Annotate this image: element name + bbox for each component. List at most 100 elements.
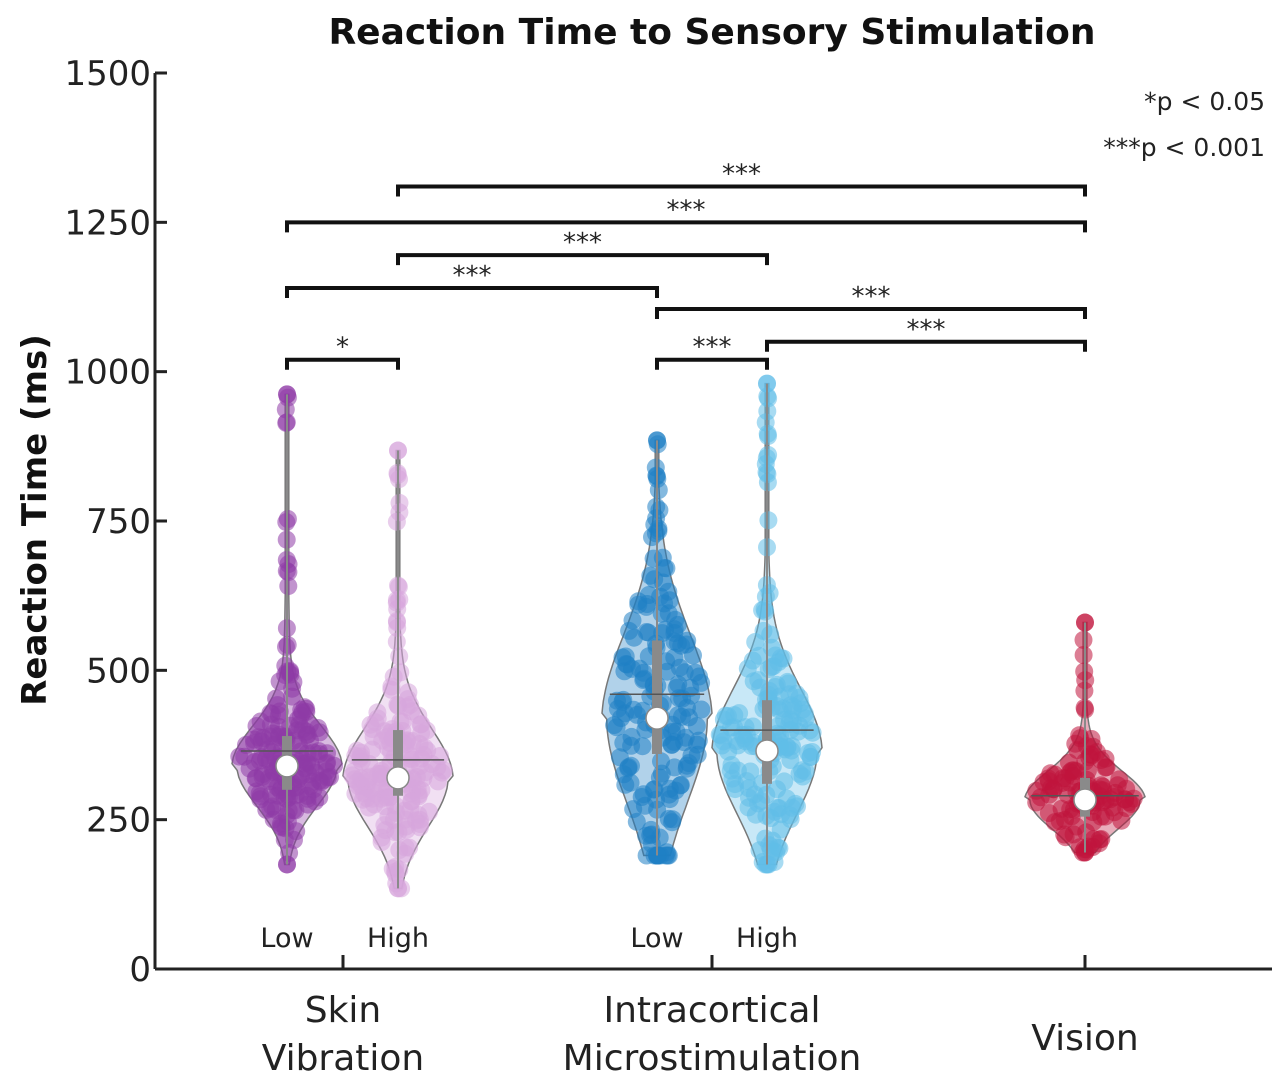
data-point bbox=[756, 413, 775, 432]
data-point bbox=[390, 493, 409, 512]
data-point bbox=[658, 662, 677, 681]
data-point bbox=[729, 736, 747, 755]
data-point bbox=[364, 727, 383, 746]
data-point bbox=[646, 524, 665, 543]
data-point bbox=[744, 717, 762, 736]
data-point bbox=[396, 838, 415, 857]
data-point bbox=[657, 559, 676, 578]
data-point bbox=[1053, 769, 1072, 788]
data-point bbox=[360, 755, 379, 773]
legend-entry-p05: *p < 0.05 bbox=[1144, 87, 1265, 116]
y-tick-label: 500 bbox=[86, 651, 151, 691]
data-point bbox=[663, 813, 682, 832]
data-point bbox=[607, 718, 626, 737]
significance-label: *** bbox=[907, 315, 946, 345]
y-tick-label: 1500 bbox=[64, 54, 151, 94]
data-point bbox=[620, 621, 639, 640]
data-point bbox=[245, 753, 264, 771]
data-point bbox=[760, 682, 779, 700]
significance-label: *** bbox=[693, 333, 732, 363]
data-point bbox=[343, 766, 362, 785]
data-point bbox=[608, 691, 626, 710]
data-point bbox=[673, 707, 691, 726]
condition-label: Low bbox=[260, 923, 313, 954]
significance-bracket bbox=[396, 253, 769, 266]
data-point bbox=[761, 625, 780, 644]
data-point bbox=[403, 732, 422, 750]
data-point bbox=[1074, 646, 1093, 664]
data-point bbox=[650, 768, 669, 787]
data-point bbox=[621, 773, 640, 792]
data-point bbox=[1034, 773, 1053, 792]
data-point bbox=[286, 801, 305, 820]
y-axis-label: Reaction Time (ms) bbox=[15, 334, 55, 706]
data-point bbox=[317, 762, 336, 781]
category-label: Vision bbox=[1031, 1018, 1138, 1059]
data-point bbox=[1108, 776, 1127, 795]
data-point bbox=[1080, 748, 1099, 767]
data-point bbox=[692, 673, 711, 692]
data-point bbox=[622, 727, 641, 746]
significance-label: *** bbox=[852, 282, 891, 312]
median-marker bbox=[645, 706, 669, 730]
condition-label: Low bbox=[630, 923, 683, 954]
data-point bbox=[652, 752, 670, 771]
significance-bracket bbox=[655, 306, 1087, 319]
data-point bbox=[379, 807, 398, 826]
median-marker bbox=[386, 766, 410, 790]
median-marker bbox=[275, 754, 299, 778]
data-point bbox=[290, 785, 309, 803]
data-point bbox=[387, 512, 406, 531]
data-point bbox=[283, 679, 302, 698]
data-point bbox=[390, 647, 409, 666]
data-point bbox=[641, 566, 660, 585]
data-point bbox=[635, 669, 653, 688]
data-point bbox=[402, 792, 421, 811]
data-point bbox=[756, 602, 775, 621]
data-point bbox=[638, 595, 657, 613]
data-point bbox=[263, 797, 282, 816]
data-point bbox=[401, 749, 419, 768]
significance-bracket bbox=[285, 357, 400, 370]
data-point bbox=[793, 767, 812, 786]
plot-area: 0 250 500 750 1000 1250 1500 Skin Vibration Intra… bbox=[64, 54, 1272, 1079]
data-point bbox=[780, 714, 799, 733]
data-point bbox=[1084, 830, 1103, 849]
data-point bbox=[254, 728, 273, 747]
data-point bbox=[348, 741, 366, 760]
data-point bbox=[723, 769, 742, 788]
data-point bbox=[1056, 828, 1075, 847]
data-point bbox=[407, 768, 426, 786]
data-point bbox=[624, 800, 643, 819]
data-point bbox=[738, 659, 757, 678]
data-point bbox=[613, 648, 632, 667]
data-point bbox=[749, 671, 768, 690]
data-point bbox=[756, 455, 775, 473]
data-point bbox=[678, 756, 696, 775]
data-point bbox=[409, 706, 428, 725]
category-label: Skin bbox=[305, 990, 382, 1031]
data-point bbox=[1074, 630, 1093, 649]
significance-label: * bbox=[336, 333, 349, 363]
significance-bracket bbox=[396, 184, 1087, 197]
data-point bbox=[782, 741, 801, 760]
median-marker bbox=[1073, 788, 1097, 812]
data-point bbox=[270, 702, 289, 721]
data-point bbox=[665, 632, 684, 651]
data-point bbox=[276, 400, 295, 419]
y-tick-label: 1250 bbox=[64, 203, 151, 243]
data-point bbox=[749, 646, 768, 665]
data-point bbox=[718, 707, 737, 726]
data-point bbox=[1096, 749, 1115, 768]
significance-bracket bbox=[655, 357, 769, 370]
data-point bbox=[795, 704, 814, 723]
data-point bbox=[637, 826, 656, 845]
data-point bbox=[261, 715, 280, 734]
data-point bbox=[432, 763, 451, 782]
data-point bbox=[251, 787, 270, 806]
data-point bbox=[655, 594, 674, 613]
category-label: Vibration bbox=[262, 1038, 425, 1079]
data-point bbox=[365, 795, 384, 814]
data-point bbox=[637, 623, 656, 641]
